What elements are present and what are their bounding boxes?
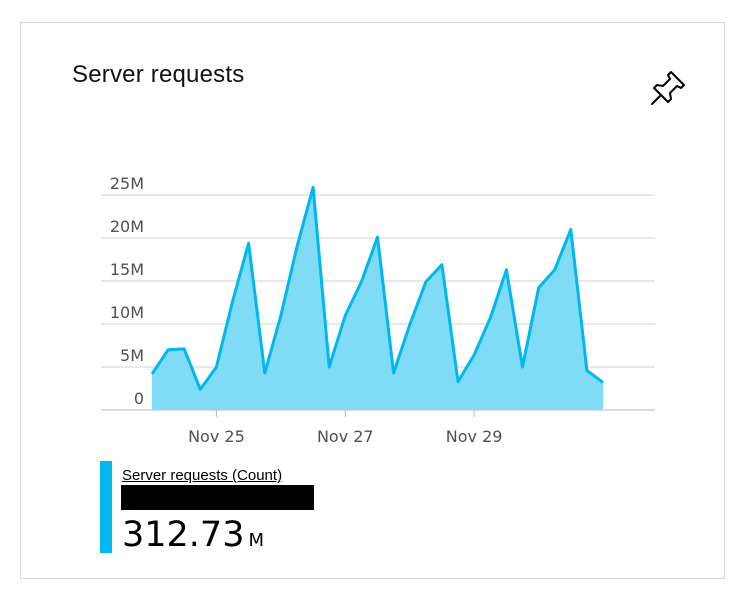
series-area-fill bbox=[152, 187, 603, 410]
x-tick-label: Nov 25 bbox=[188, 427, 245, 446]
y-tick-label: 5M bbox=[120, 346, 144, 365]
y-tick-label: 20M bbox=[110, 217, 144, 236]
redacted-block bbox=[121, 485, 314, 510]
legend-total-unit: M bbox=[248, 530, 264, 551]
server-requests-chart: 0 5M 10M 15M 20M 25M Nov 25 Nov 27 Nov 29 bbox=[101, 174, 655, 446]
legend-total-value: 312.73 bbox=[122, 515, 245, 555]
y-tick-label: 10M bbox=[110, 303, 144, 322]
y-tick-label: 25M bbox=[110, 174, 144, 193]
y-tick-label: 0 bbox=[134, 389, 144, 408]
pin-icon[interactable] bbox=[649, 67, 689, 107]
y-tick-label: 15M bbox=[110, 260, 144, 279]
tile-title: Server requests bbox=[72, 61, 245, 88]
series-line bbox=[150, 185, 604, 391]
legend-total: 312.73 M bbox=[122, 515, 264, 555]
legend-series-name[interactable]: Server requests (Count) bbox=[122, 467, 283, 484]
x-tick-label: Nov 29 bbox=[446, 427, 503, 446]
server-requests-tile[interactable]: Server requests 0 5M 10M 15M 20M 25M Nov 25 No… bbox=[20, 22, 725, 579]
legend-color-bar bbox=[100, 461, 112, 553]
x-tick-label: Nov 27 bbox=[317, 427, 374, 446]
